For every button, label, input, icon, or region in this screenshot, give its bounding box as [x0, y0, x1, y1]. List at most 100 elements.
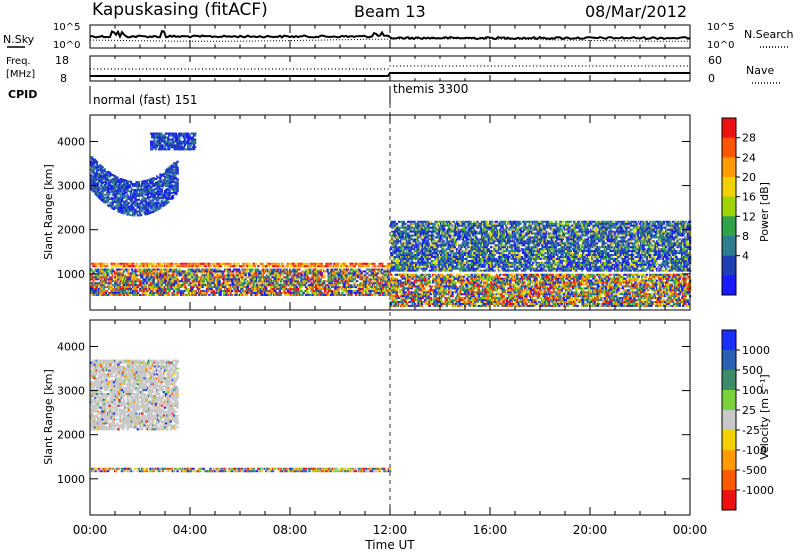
range-cell [219, 293, 222, 296]
range-cell [426, 226, 429, 229]
range-cell [437, 261, 441, 264]
range-cell [116, 268, 119, 271]
range-cell [436, 246, 439, 249]
range-cell [273, 288, 276, 290]
range-cell [418, 263, 421, 266]
range-cell [192, 270, 195, 273]
range-cell [161, 278, 164, 281]
range-cell [426, 232, 429, 235]
range-cell [363, 274, 367, 277]
range-cell [338, 286, 342, 289]
range-cell [171, 179, 175, 182]
range-cell [375, 290, 378, 292]
range-cell [391, 240, 394, 243]
range-cell [175, 144, 179, 147]
range-cell [108, 205, 111, 208]
range-cell [300, 286, 303, 289]
range-cell [159, 268, 162, 271]
range-cell [403, 252, 406, 255]
range-cell [92, 163, 95, 166]
range-cell [238, 282, 242, 285]
range-cell [368, 268, 371, 271]
range-cell [445, 224, 449, 227]
range-cell [125, 270, 128, 273]
range-cell [225, 262, 228, 265]
range-cell [407, 254, 410, 256]
range-cell [230, 280, 234, 283]
range-cell [334, 288, 337, 290]
range-cell [115, 205, 118, 208]
range-cell [312, 268, 316, 271]
range-cell [129, 180, 133, 183]
range-cell [390, 224, 393, 227]
range-cell [292, 282, 295, 285]
range-cell [126, 207, 129, 210]
range-cell [100, 280, 103, 283]
range-cell [90, 270, 93, 273]
range-cell [105, 191, 109, 194]
range-cell [412, 254, 416, 256]
range-cell [360, 278, 363, 281]
range-cell [140, 208, 143, 211]
range-cell [453, 230, 456, 233]
range-cell [104, 188, 108, 191]
range-cell [450, 252, 453, 255]
range-cell [160, 270, 163, 273]
range-cell [399, 236, 402, 239]
range-cell [198, 276, 201, 279]
range-cell [350, 286, 353, 289]
range-cell [398, 252, 401, 255]
range-cell [254, 274, 258, 277]
range-cell [403, 267, 406, 270]
range-cell [430, 265, 434, 268]
range-cell [213, 272, 217, 275]
range-cell [159, 177, 162, 180]
range-cell [303, 272, 306, 275]
range-cell [346, 282, 350, 285]
range-cell [267, 276, 270, 279]
range-cell [373, 262, 376, 265]
range-cell [128, 278, 131, 281]
range-cell [258, 290, 261, 292]
range-cell [396, 246, 400, 249]
range-cell [398, 220, 401, 223]
range-cell [130, 268, 134, 271]
range-cell [385, 293, 388, 296]
range-cell [276, 284, 279, 287]
range-cell [279, 282, 283, 285]
range-cell [172, 132, 175, 135]
range-cell [110, 293, 113, 296]
range-cell [403, 242, 406, 245]
range-cell [260, 282, 263, 285]
range-cell [170, 170, 174, 173]
range-cell [135, 274, 138, 277]
range-cell [386, 286, 389, 289]
range-cell [270, 272, 274, 275]
range-cell [125, 282, 128, 285]
range-cell [150, 146, 153, 149]
range-cell [180, 265, 184, 268]
range-cell [411, 242, 414, 245]
range-cell [387, 278, 391, 281]
range-cell [353, 265, 356, 268]
range-cell [224, 278, 227, 281]
range-cell [417, 240, 420, 243]
range-cell [132, 293, 135, 296]
range-cell [128, 196, 131, 199]
range-cell [259, 272, 262, 275]
range-cell [140, 214, 143, 217]
range-cell [341, 291, 344, 294]
range-cell [130, 198, 134, 201]
range-cell [205, 280, 209, 283]
range-cell [361, 284, 364, 287]
range-cell [282, 265, 285, 268]
range-cell [248, 290, 251, 292]
range-cell [120, 268, 124, 271]
range-cell [337, 274, 341, 277]
range-cell [146, 208, 150, 211]
freq-time-ticks [89, 56, 691, 81]
range-cell [418, 252, 421, 255]
range-cell [384, 290, 387, 292]
range-cell [121, 204, 125, 207]
